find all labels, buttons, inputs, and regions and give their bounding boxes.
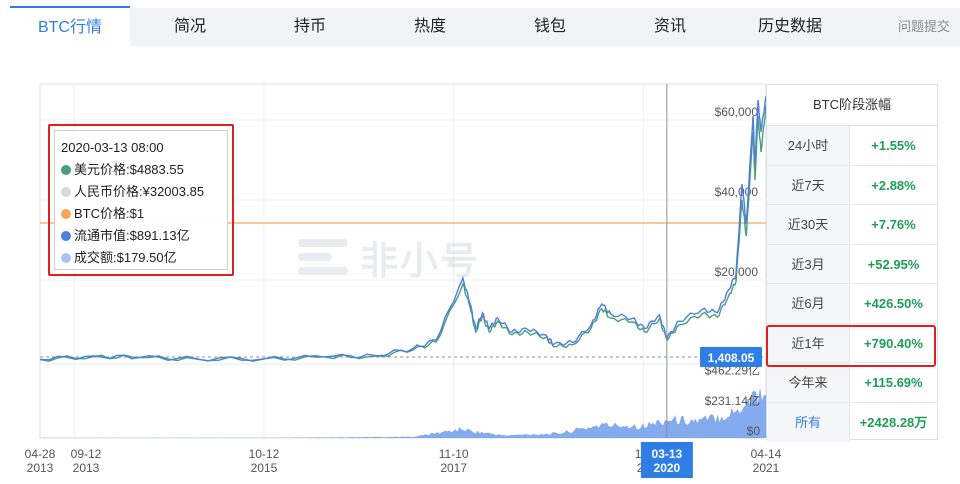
tooltip-row-text: 成交额:$179.50亿 xyxy=(74,250,177,265)
performance-row: 近3月 +52.95% xyxy=(767,244,937,284)
tooltip-row: 流通市值:$891.13亿 xyxy=(61,225,227,247)
series-line xyxy=(39,105,767,362)
x-tick-label: 04-28 xyxy=(25,447,56,461)
tooltip-row-text: 流通市值:$891.13亿 xyxy=(74,228,190,243)
performance-table: BTC阶段涨幅 24小时 +1.55% 近7天 +2.88% 近30天 +7.76% 近3月… xyxy=(766,84,938,442)
x-tick-year: 2021 xyxy=(753,461,780,475)
performance-period-label: 今年来 xyxy=(767,363,850,402)
tab-5[interactable]: 资讯 xyxy=(653,18,686,35)
row-highlight-frame xyxy=(766,325,936,367)
crosshair-date-badge xyxy=(640,442,693,478)
performance-value: +7.76% xyxy=(871,217,916,232)
performance-value: +2428.28万 xyxy=(859,414,928,430)
tab-6[interactable]: 历史数据 xyxy=(757,18,822,35)
performance-value: +426.50% xyxy=(864,296,923,311)
x-tick-label: 11-10 xyxy=(439,447,469,461)
tab-0[interactable]: BTC行情 xyxy=(10,6,130,48)
crosshair-year-label: 2020 xyxy=(654,461,681,475)
watermark-logo: 非小号 xyxy=(298,233,480,283)
performance-period-label: 近7天 xyxy=(767,165,850,204)
performance-row: 24小时 +1.55% xyxy=(767,126,937,166)
performance-row: 今年来 +115.69% xyxy=(767,363,937,403)
legend-dot-icon xyxy=(61,187,71,197)
volume-area xyxy=(40,386,766,438)
x-tick-year: 2017 xyxy=(440,461,467,475)
tooltip-row: 美元价格:$4883.55 xyxy=(61,159,227,181)
tab-bar: BTC行情 简况 持币 热度 钱包 资讯 历史数据 问题提交 xyxy=(0,0,960,48)
current-value-label: 1,408.05 xyxy=(708,351,755,365)
legend-dot-icon xyxy=(61,165,71,175)
x-tick-year: 2013 xyxy=(73,461,100,475)
tab-2[interactable]: 持币 xyxy=(293,18,326,35)
tooltip-highlight-frame xyxy=(48,124,234,276)
tooltip-row-text: 美元价格:$4883.55 xyxy=(74,162,184,177)
performance-period-label: 近6月 xyxy=(767,284,850,323)
performance-row: 近7天 +2.88% xyxy=(767,165,937,205)
report-issue-link[interactable]: 问题提交 xyxy=(897,19,950,34)
legend-dot-icon xyxy=(61,209,71,219)
performance-row: 所有 +2428.28万 xyxy=(767,402,937,442)
x-tick-label: 10-12 xyxy=(249,447,280,461)
performance-period-label[interactable]: 所有 xyxy=(767,402,850,442)
tooltip-row-text: 人民币价格:¥32003.85 xyxy=(74,184,205,199)
tooltip-row-text: BTC价格:$1 xyxy=(74,206,145,221)
performance-period-label: 近30天 xyxy=(767,205,850,244)
tab-4[interactable]: 钱包 xyxy=(533,18,566,35)
volume-tick-label: $231.14亿 xyxy=(705,393,760,408)
crosshair-date-label: 03-13 xyxy=(652,447,683,461)
chart-tooltip: 2020-03-13 08:00 美元价格:$4883.55 人民币价格:¥320… xyxy=(54,130,228,270)
series-line xyxy=(39,95,767,362)
watermark-icon xyxy=(298,237,348,277)
x-tick-label: 04-14 xyxy=(751,447,782,461)
tooltip-row: BTC价格:$1 xyxy=(61,203,227,225)
legend-dot-icon xyxy=(61,253,71,263)
volume-tick-label: $0 xyxy=(747,424,761,438)
x-tick-year: 2015 xyxy=(251,461,278,475)
performance-period-label: 近1年 xyxy=(767,323,850,362)
tab-3[interactable]: 热度 xyxy=(413,18,446,35)
tab-1[interactable]: 简况 xyxy=(173,18,206,35)
current-value-badge xyxy=(700,347,762,367)
x-tick-label: 09-12 xyxy=(71,447,102,461)
performance-title: BTC阶段涨幅 xyxy=(767,84,937,126)
performance-value: +790.40% xyxy=(864,335,923,351)
performance-value: +1.55% xyxy=(871,138,916,153)
tooltip-row: 人民币价格:¥32003.85 xyxy=(61,181,227,203)
watermark-text: 非小号 xyxy=(360,240,481,283)
performance-period-label: 24小时 xyxy=(767,126,850,165)
performance-period-label: 近3月 xyxy=(767,244,850,283)
performance-row: 近30天 +7.76% xyxy=(767,205,937,245)
y-tick-label: $40,000 xyxy=(715,185,759,199)
legend-dot-icon xyxy=(61,231,71,241)
performance-value: +2.88% xyxy=(871,177,916,193)
performance-row: 近6月 +426.50% xyxy=(767,284,937,324)
tooltip-date: 2020-03-13 08:00 xyxy=(61,140,164,155)
performance-value: +115.69% xyxy=(864,375,923,390)
tab-strip-background xyxy=(10,8,960,46)
performance-value: +52.95% xyxy=(867,256,920,272)
y-tick-label: $60,000 xyxy=(715,105,759,119)
performance-row: 近1年 +790.40% xyxy=(767,323,937,363)
tooltip-row: 成交额:$179.50亿 xyxy=(61,247,227,269)
x-tick-year: 2013 xyxy=(27,461,54,475)
